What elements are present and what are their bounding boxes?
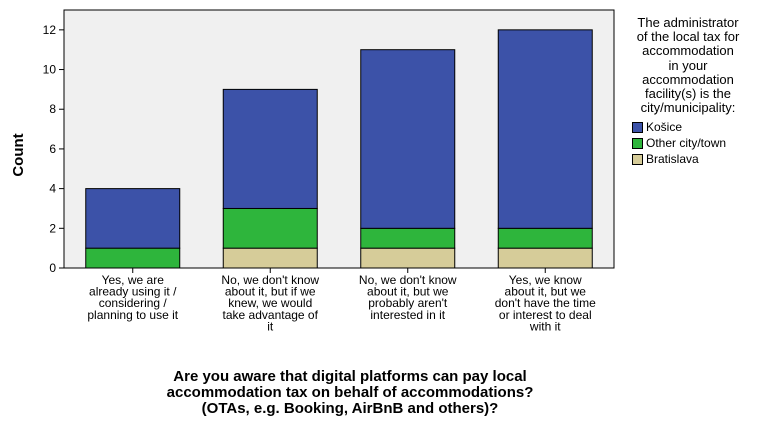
legend: The administrator of the local tax for a… (618, 15, 758, 167)
bar-segment (360, 227, 456, 249)
bar-segment (360, 49, 456, 229)
bar-segment (497, 247, 593, 269)
y-tick-label: 4 (49, 182, 56, 196)
bar-segment (222, 88, 318, 209)
x-tick-label: No, we don't know about it, but we probabl… (359, 273, 457, 322)
y-axis-title: Count (10, 133, 27, 176)
x-axis-title: Are you aware that digital platforms can… (166, 368, 534, 417)
legend-item: Bratislava (632, 151, 758, 167)
bars (85, 29, 593, 269)
y-tick-label: 12 (43, 23, 57, 37)
y-tick-label: 8 (49, 102, 56, 116)
legend-label: Bratislava (646, 152, 699, 167)
legend-item: Other city/town (632, 135, 758, 151)
bar-segment (497, 29, 593, 229)
x-tick-label: Yes, we are already using it / considering… (87, 273, 178, 322)
legend-label: Other city/town (646, 136, 727, 151)
legend-swatch (632, 153, 643, 165)
y-tick-label: 2 (49, 221, 56, 235)
bar-segment (222, 207, 318, 249)
x-tick-label: Yes, we know about it, but we don't have t… (495, 273, 596, 333)
y-axis: 0 2 4 6 8 10 12 (43, 23, 64, 275)
legend-label: Košice (646, 120, 683, 135)
legend-title: The administrator of the local tax for a… (636, 15, 740, 116)
bar-segment (222, 247, 318, 269)
legend-swatch (632, 137, 643, 149)
bar-segment (85, 188, 181, 249)
bar-segment (497, 227, 593, 249)
y-tick-label: 0 (49, 261, 56, 275)
y-tick-label: 6 (49, 142, 56, 156)
x-tick-label: No, we don't know about it, but if we knew… (221, 273, 319, 333)
x-axis: Yes, we are already using it / considering… (87, 268, 596, 333)
legend-swatch (632, 121, 643, 133)
bar-segment (85, 247, 181, 269)
legend-items: Košice Other city/town Bratislava (632, 119, 758, 167)
bar-segment (360, 247, 456, 269)
y-tick-label: 10 (43, 63, 57, 77)
legend-item: Košice (632, 119, 758, 135)
